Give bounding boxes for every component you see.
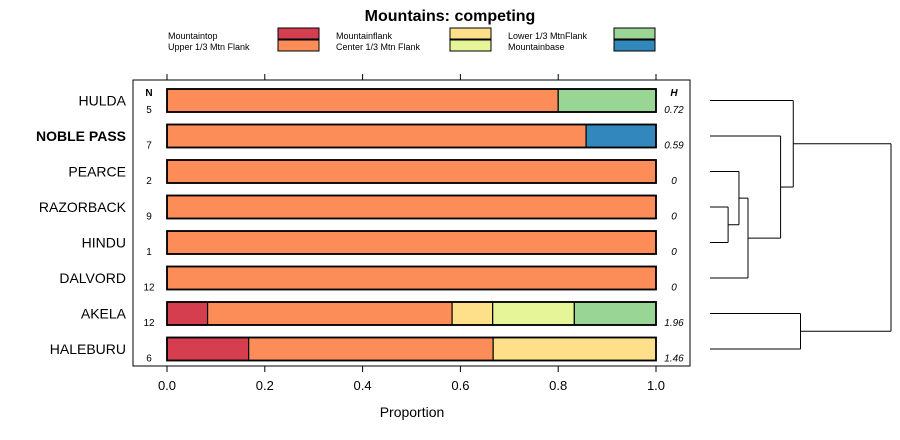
n-value: 1	[146, 247, 152, 258]
h-value: 0	[671, 247, 677, 258]
legend-label: Mountainflank	[336, 31, 393, 41]
legend-label: Center 1/3 Mtn Flank	[336, 42, 421, 52]
bar-segment	[166, 265, 657, 291]
legend-swatch	[449, 27, 492, 40]
dendrogram	[710, 100, 892, 350]
legend-label: Upper 1/3 Mtn Flank	[168, 42, 250, 52]
x-axis-label: Proportion	[380, 404, 445, 420]
bar-segment	[492, 336, 657, 362]
bar-segment	[206, 301, 453, 326]
bar-outline	[166, 88, 657, 113]
category-label: PEARCE	[68, 164, 126, 180]
h-value: 0	[671, 212, 677, 223]
bar-outline	[166, 265, 657, 291]
n-value: 6	[146, 354, 152, 365]
h-value: 1.96	[664, 318, 684, 329]
category-label: HALEBURU	[50, 341, 126, 357]
bar-segment	[166, 88, 559, 113]
bar-segment	[166, 123, 587, 149]
bar-segment	[166, 159, 657, 184]
rows: HULDA 5 0.72 NOBLE PASS 7 0.59 PEARCE 2 0 RAZORBA…	[36, 88, 684, 365]
bar-segment	[166, 336, 250, 362]
h-value: 1.46	[664, 354, 684, 365]
h-value: 0.59	[664, 141, 684, 152]
n-value: 2	[146, 176, 152, 187]
bar-outline	[166, 301, 657, 326]
x-tick-label: 0.2	[256, 378, 274, 393]
x-axis: 0.0 0.2 0.4 0.6 0.8 1.0	[158, 74, 665, 393]
n-value: 9	[146, 212, 152, 223]
bar-segment	[166, 230, 657, 255]
x-tick-label: 0.8	[549, 378, 567, 393]
chart-title: Mountains: competing	[365, 8, 536, 25]
legend-swatch	[613, 39, 656, 52]
bar-segment	[248, 336, 494, 362]
category-label: DALVORD	[59, 270, 126, 286]
bar-segment	[557, 88, 657, 113]
category-label: AKELA	[81, 306, 127, 322]
legend-swatch	[277, 27, 320, 40]
n-value: 7	[146, 141, 152, 152]
category-label: HULDA	[79, 93, 127, 109]
bar-outline	[166, 336, 657, 362]
h-value: 0	[671, 283, 677, 294]
x-tick-label: 0.0	[158, 378, 176, 393]
bar-outline	[166, 123, 657, 149]
n-header: N	[145, 88, 152, 99]
n-value: 12	[143, 283, 155, 294]
bar-segment	[573, 301, 657, 326]
legend-label: Mountainbase	[508, 42, 565, 52]
n-value: 12	[143, 318, 155, 329]
bar-segment	[166, 301, 209, 326]
h-value: 0.72	[664, 105, 684, 116]
bar-outline	[166, 230, 657, 255]
category-label: HINDU	[82, 235, 126, 251]
x-tick-label: 1.0	[647, 378, 665, 393]
bar-outline	[166, 159, 657, 184]
n-value: 5	[146, 105, 152, 116]
h-header: H	[670, 88, 678, 99]
bar-segment	[451, 301, 494, 326]
legend-swatch	[613, 27, 656, 40]
category-label: RAZORBACK	[39, 199, 127, 215]
plot-frame	[132, 79, 691, 367]
bar-segment	[585, 123, 657, 149]
legend-label: Mountaintop	[168, 31, 218, 41]
legend-swatch	[449, 39, 492, 52]
bar-segment	[492, 301, 575, 326]
bar-segment	[166, 194, 657, 220]
x-tick-label: 0.4	[354, 378, 372, 393]
bar-outline	[166, 194, 657, 220]
h-value: 0	[671, 176, 677, 187]
category-label: NOBLE PASS	[36, 128, 126, 144]
legend-swatch	[277, 39, 320, 52]
legend-label: Lower 1/3 MtnFlank	[508, 31, 588, 41]
x-tick-label: 0.6	[451, 378, 469, 393]
